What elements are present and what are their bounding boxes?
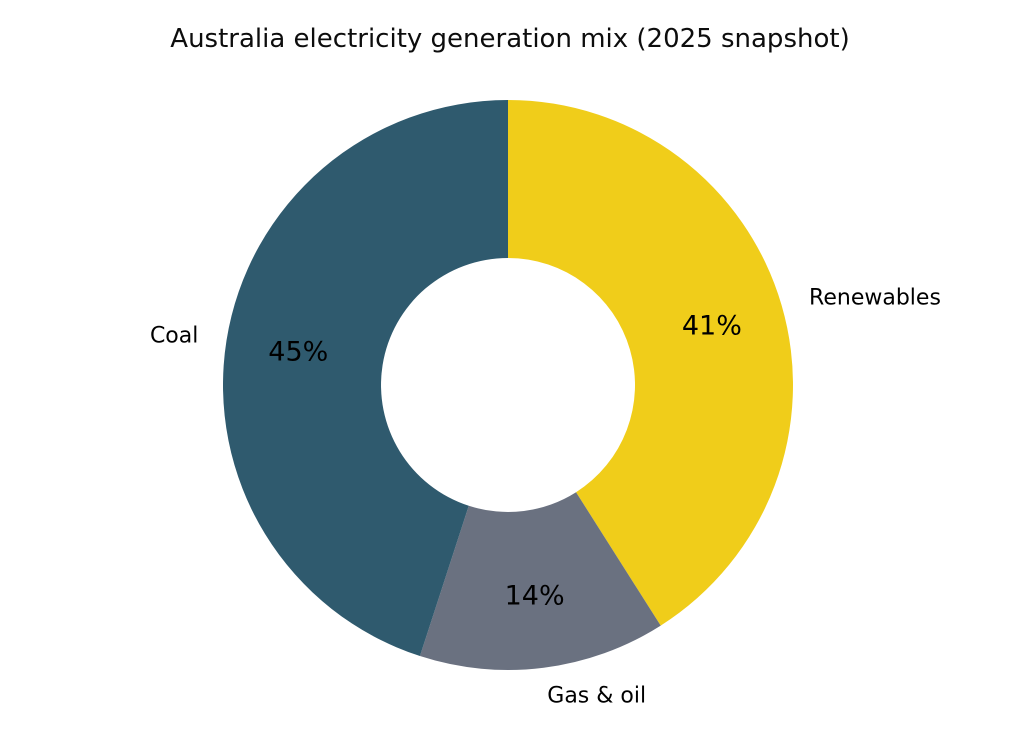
category-label-gas-oil: Gas & oil: [547, 683, 647, 709]
percent-label-coal: 45%: [268, 336, 329, 368]
slice-coal: [223, 100, 509, 657]
slice-gas-oil: [419, 492, 661, 670]
chart-title: Australia electricity generation mix (20…: [170, 24, 850, 54]
slice-renewables: [508, 100, 793, 626]
category-label-coal: Coal: [149, 323, 199, 349]
percent-label-gas-oil: 14%: [504, 580, 565, 612]
percent-label-renewables: 41%: [681, 310, 742, 342]
category-label-renewables: Renewables: [809, 285, 941, 311]
